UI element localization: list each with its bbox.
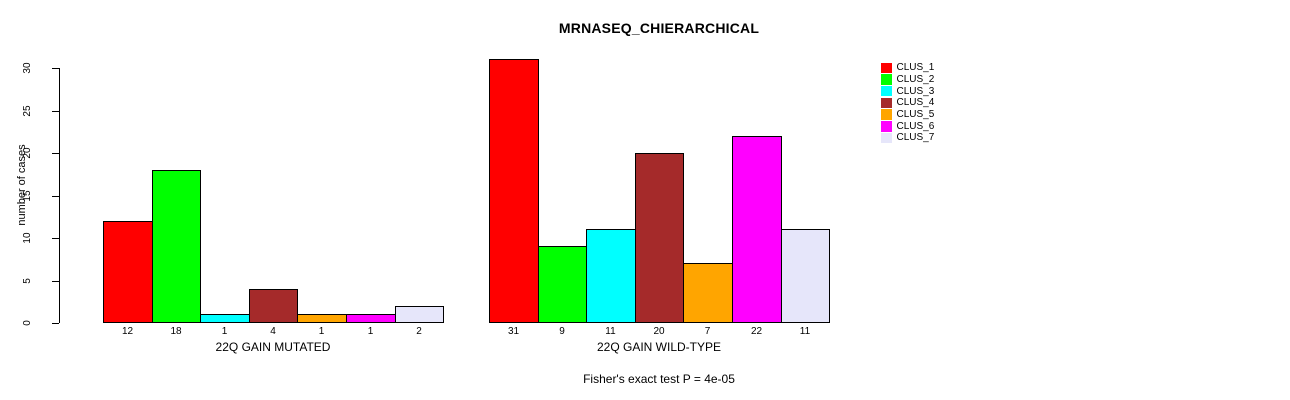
y-tick-label: 5: [22, 277, 33, 284]
legend-label: CLUS_4: [896, 97, 935, 109]
legend-item-clus_1: CLUS_1: [881, 62, 934, 74]
bar-count-label: 22: [750, 326, 763, 337]
bar-clus_5-wild-type: [683, 263, 733, 323]
bar-count-label: 12: [121, 326, 134, 337]
bar-clus_4-mutated: [249, 289, 298, 323]
legend-swatch-clus_5: [881, 109, 892, 120]
y-axis-tick: [52, 280, 59, 282]
y-axis-tick: [52, 68, 59, 69]
bar-count-label: 1: [318, 326, 325, 337]
legend-item-clus_7: CLUS_7: [881, 132, 934, 144]
y-axis-tick: [52, 323, 59, 324]
bar-count-label: 4: [270, 326, 276, 337]
legend-item-clus_5: CLUS_5: [881, 109, 934, 121]
bar-clus_6-wild-type: [732, 136, 782, 323]
legend-item-clus_3: CLUS_3: [881, 85, 934, 97]
legend-label: CLUS_1: [896, 62, 935, 74]
bar-clus_7-wild-type: [781, 229, 830, 323]
legend-label: CLUS_7: [896, 132, 935, 144]
legend-swatch-clus_6: [881, 121, 892, 132]
group-label-mutated: 22Q GAIN MUTATED: [215, 340, 331, 354]
legend-swatch-clus_3: [881, 85, 892, 97]
y-tick-label: 30: [22, 62, 33, 74]
y-axis-tick: [52, 238, 59, 239]
bar-clus_3-mutated: [200, 314, 250, 323]
bar-clus_3-wild-type: [586, 229, 636, 323]
y-tick-label: 20: [22, 147, 33, 159]
y-axis-line: [59, 68, 60, 323]
bar-count-label: 31: [507, 326, 520, 337]
y-tick-label: 25: [22, 104, 33, 117]
legend-label: CLUS_2: [896, 74, 935, 86]
bar-count-label: 11: [605, 326, 616, 337]
y-tick-label: 10: [22, 232, 33, 244]
legend-swatch-clus_4: [881, 97, 892, 109]
legend-swatch-clus_7: [881, 132, 892, 144]
legend-swatch-clus_2: [881, 74, 892, 85]
y-axis-tick: [52, 110, 59, 112]
bar-count-label: 18: [170, 326, 182, 337]
legend-item-clus_2: CLUS_2: [881, 74, 934, 86]
group-label-wild-type: 22Q GAIN WILD-TYPE: [596, 340, 722, 354]
fisher-test-annotation: Fisher's exact test P = 4e-05: [583, 372, 735, 386]
chart-title: MRNASEQ_CHIERARCHICAL: [558, 20, 760, 36]
legend-label: CLUS_3: [896, 85, 935, 97]
legend-label: CLUS_5: [896, 109, 935, 121]
bar-clus_1-mutated: [103, 221, 153, 323]
bar-count-label: 2: [416, 326, 422, 337]
legend-swatch-clus_1: [881, 62, 892, 74]
y-axis-tick: [52, 195, 59, 197]
bar-count-label: 11: [799, 326, 811, 337]
y-tick-label: 15: [22, 189, 33, 202]
bar-clus_1-wild-type: [489, 59, 539, 323]
y-tick-label: 0: [22, 320, 33, 326]
bar-clus_2-wild-type: [538, 246, 587, 323]
bar-clus_2-mutated: [152, 170, 201, 323]
bar-clus_6-mutated: [346, 314, 396, 323]
legend-item-clus_4: CLUS_4: [881, 97, 934, 109]
legend-item-clus_6: CLUS_6: [881, 120, 934, 132]
bar-count-label: 1: [367, 326, 374, 337]
bar-clus_5-mutated: [297, 314, 347, 323]
bar-count-label: 20: [653, 326, 665, 337]
legend-label: CLUS_6: [896, 120, 935, 132]
y-axis-tick: [52, 153, 59, 154]
legend: CLUS_1 CLUS_2 CLUS_3 CLUS_4 CLUS_5 CLUS_6 CLUS…: [881, 62, 934, 144]
bar-count-label: 7: [704, 326, 711, 337]
bar-count-label: 1: [221, 326, 228, 337]
bar-clus_7-mutated: [395, 306, 444, 323]
bar-count-label: 9: [559, 326, 565, 337]
bar-clus_4-wild-type: [635, 153, 684, 323]
